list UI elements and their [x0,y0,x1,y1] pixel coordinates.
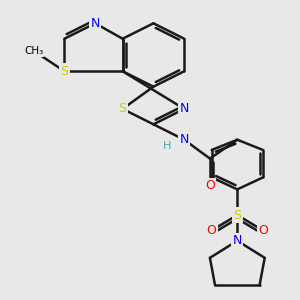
Text: N: N [180,102,189,116]
Text: N: N [91,17,100,30]
Text: N: N [232,234,242,247]
Text: S: S [233,208,241,222]
Text: O: O [207,224,217,237]
Text: H: H [163,141,171,151]
Text: CH₃: CH₃ [24,46,43,56]
Text: S: S [60,65,68,78]
Text: N: N [180,133,189,146]
Text: S: S [118,102,127,116]
Text: O: O [258,224,268,237]
Text: O: O [205,179,215,192]
